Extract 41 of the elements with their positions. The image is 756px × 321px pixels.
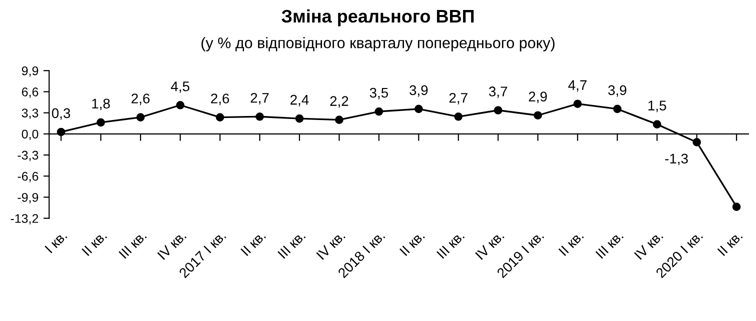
y-tick-label: -3,3 bbox=[18, 150, 38, 162]
y-tick-label: 3,3 bbox=[22, 108, 38, 119]
y-tick-label: -9,9 bbox=[18, 192, 38, 204]
x-tick-label: II кв. bbox=[82, 230, 108, 256]
data-label: 0,3 bbox=[52, 108, 70, 120]
data-label: 4,5 bbox=[170, 82, 190, 93]
x-tick-label: IV кв. bbox=[157, 230, 186, 260]
data-label: 2,7 bbox=[449, 92, 468, 104]
data-label: 1,8 bbox=[92, 98, 110, 110]
data-label: 3,7 bbox=[489, 86, 508, 98]
data-label: 2,2 bbox=[330, 96, 348, 108]
y-tick-label: -6,6 bbox=[18, 172, 38, 182]
data-label: 3,5 bbox=[370, 88, 388, 100]
y-tick-label: 9,9 bbox=[22, 66, 38, 77]
x-tick-label: II кв. bbox=[558, 230, 584, 256]
x-tick-label: III кв. bbox=[278, 230, 306, 259]
y-tick-label: -13,2 bbox=[10, 214, 38, 224]
data-label: 2,7 bbox=[250, 92, 269, 104]
data-label: 1,5 bbox=[648, 100, 666, 112]
data-label: -1,3 bbox=[665, 154, 688, 166]
data-label: 2,4 bbox=[290, 94, 309, 106]
x-tick-label: II кв. bbox=[399, 230, 425, 256]
data-label: 3,9 bbox=[608, 85, 626, 97]
x-tick-label: II кв. bbox=[240, 230, 266, 256]
x-tick-label: I кв. bbox=[44, 230, 68, 254]
x-tick-label: IV кв. bbox=[634, 230, 664, 260]
x-tick-label: III кв. bbox=[595, 230, 624, 259]
data-label: 2,6 bbox=[132, 94, 150, 106]
x-tick-label: IV кв. bbox=[475, 230, 504, 260]
y-tick-label: 0,0 bbox=[22, 130, 38, 140]
x-tick-label: II кв. bbox=[717, 230, 743, 256]
chart-title: Зміна реального ВВП bbox=[282, 9, 474, 26]
y-tick-label: 6,6 bbox=[22, 88, 38, 98]
data-label: 4,7 bbox=[568, 80, 587, 92]
data-label: 3,9 bbox=[410, 85, 428, 97]
x-tick-label: IV кв. bbox=[316, 230, 346, 260]
x-tick-label: III кв. bbox=[118, 230, 147, 259]
chart-subtitle: (у % до відповідного кварталу попереднього року) bbox=[201, 37, 555, 52]
data-label: 2,6 bbox=[211, 94, 230, 106]
data-label: 2,9 bbox=[528, 92, 547, 104]
x-tick-label: III кв. bbox=[436, 230, 465, 259]
